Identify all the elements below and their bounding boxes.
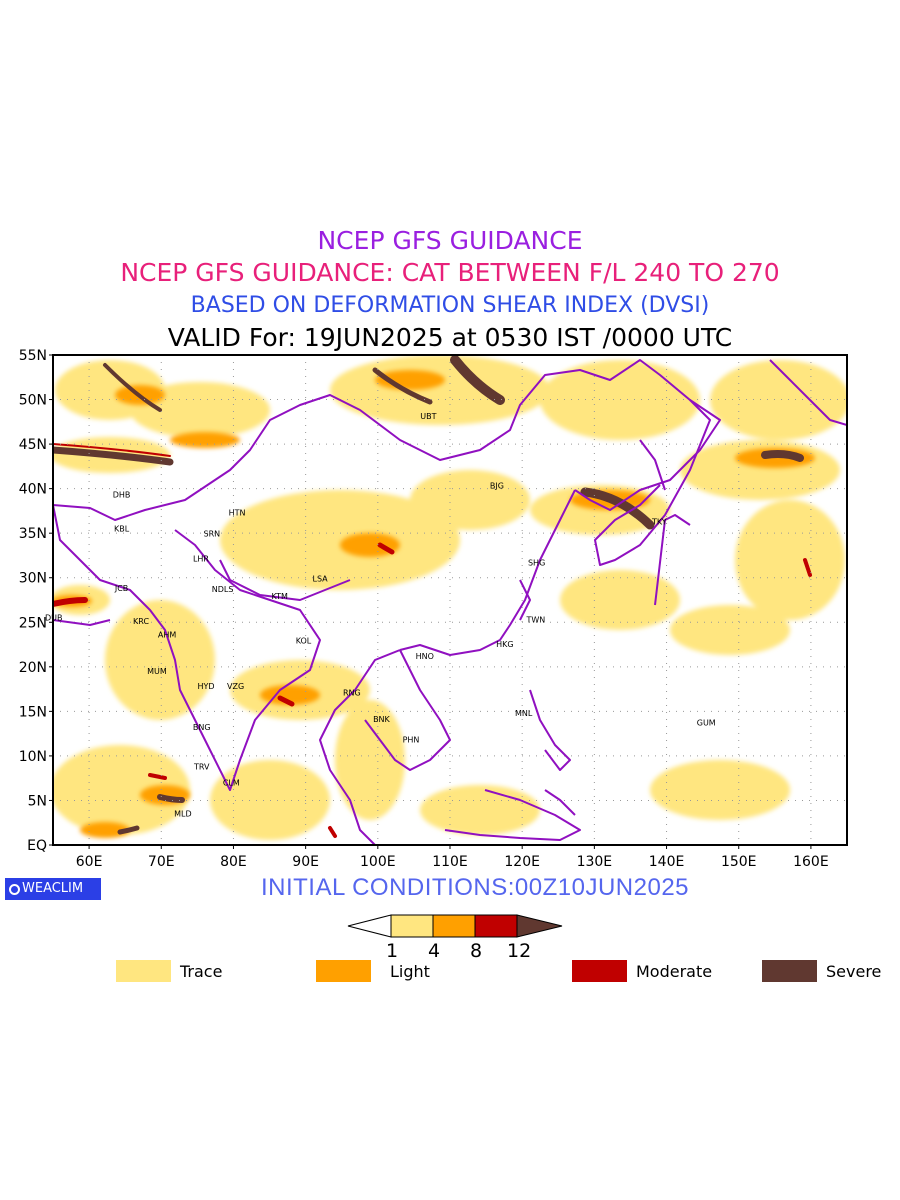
colorbar-tick-1: 1 <box>386 940 399 962</box>
moderate-severe-streaks <box>53 355 812 838</box>
country-boundaries <box>53 359 847 845</box>
lat-lon-grid <box>53 355 847 845</box>
lon-tick-label: 90E <box>292 854 319 870</box>
title-line-1: NCEP GFS GUIDANCE <box>317 226 583 255</box>
station-label-trv: TRV <box>193 762 210 771</box>
station-label-jcb: JCB <box>114 584 128 593</box>
lon-tick-label: 160E <box>793 854 829 870</box>
station-label-mum: MUM <box>147 667 167 676</box>
station-label-mnl: MNL <box>515 709 533 718</box>
legend-moderate-swatch <box>572 960 627 982</box>
station-label-srn: SRN <box>203 530 220 539</box>
station-label-rng: RNG <box>343 688 361 697</box>
lat-tick-label: 35N <box>19 526 47 542</box>
light-areas <box>53 370 815 838</box>
station-label-bjg: BJG <box>490 482 504 491</box>
station-label-hyd: HYD <box>197 682 214 691</box>
title-line-2: NCEP GFS GUIDANCE: CAT BETWEEN F/L 240 T… <box>120 258 780 287</box>
copyright-icon <box>9 884 20 895</box>
station-label-bng: BNG <box>193 723 211 732</box>
station-label-ahm: AHM <box>158 630 176 639</box>
legend-trace-swatch <box>116 960 171 982</box>
station-label-dub: DUB <box>45 613 63 622</box>
legend-severe-label: Severe <box>826 962 882 981</box>
lon-tick-label: 100E <box>360 854 396 870</box>
station-label-ktm: KTM <box>271 592 288 601</box>
lon-tick-label: 140E <box>649 854 685 870</box>
station-label-krc: KRC <box>133 617 149 626</box>
axis-labels: 55N 50N 45N 40N 35N 30N 25N 20N 15N 10N 5N EQ 60E 70E… <box>19 348 829 870</box>
initial-conditions: INITIAL CONDITIONS:00Z10JUN2025 <box>260 874 690 901</box>
lat-tick-label: 20N <box>19 660 47 676</box>
lon-tick-label: 150E <box>721 854 757 870</box>
lat-tick-label: 55N <box>19 348 47 364</box>
colorbar-tick-4: 4 <box>428 940 441 962</box>
station-label-tky: TKY <box>651 517 667 526</box>
lat-tick-label: 50N <box>19 393 47 409</box>
station-label-vzg: VZG <box>227 682 244 691</box>
lat-tick-label: 30N <box>19 571 47 587</box>
station-label-shg: SHG <box>528 558 545 567</box>
colorbar-tick-12: 12 <box>507 940 532 962</box>
lat-tick-label: 45N <box>19 437 47 453</box>
colorbar-trace <box>390 914 434 938</box>
station-label-hno: HNO <box>416 652 434 661</box>
station-label-kbl: KBL <box>114 524 130 533</box>
colorbar-light <box>432 914 476 938</box>
station-label-ndls: NDLS <box>212 585 234 594</box>
station-label-twn: TWN <box>526 615 546 624</box>
station-label-bnk: BNK <box>373 715 390 724</box>
station-label-phn: PHN <box>403 736 420 745</box>
station-label-hkg: HKG <box>496 640 513 649</box>
lon-tick-label: 120E <box>504 854 540 870</box>
legend-light-label: Light <box>390 962 430 981</box>
lon-tick-label: 70E <box>148 854 175 870</box>
lat-tick-label: 15N <box>19 704 47 720</box>
lon-tick-label: 80E <box>220 854 247 870</box>
lat-tick-label: 10N <box>19 749 47 765</box>
station-label-dhb: DHB <box>113 491 131 500</box>
station-label-gum: GUM <box>697 719 716 728</box>
station-label-lhr: LHR <box>193 555 209 564</box>
legend-severe-swatch <box>762 960 817 982</box>
lon-tick-label: 110E <box>432 854 468 870</box>
legend-moderate-label: Moderate <box>636 962 713 981</box>
station-label-htn: HTN <box>229 508 246 517</box>
station-label-lsa: LSA <box>312 574 328 583</box>
lat-tick-label: EQ <box>27 838 47 854</box>
legend-trace-label: Trace <box>180 962 223 981</box>
turbulence-shading <box>53 355 847 840</box>
lat-tick-label: 25N <box>19 615 47 631</box>
colorbar-moderate <box>474 914 518 938</box>
valid-time-title: VALID For: 19JUN2025 at 0530 IST /0000 U… <box>167 323 733 352</box>
colorbar <box>347 914 563 938</box>
station-label-mld: MLD <box>174 809 192 818</box>
legend-light-swatch <box>316 960 371 982</box>
lat-tick-label: 40N <box>19 482 47 498</box>
station-label-clm: CLM <box>223 778 240 787</box>
lat-tick-label: 5N <box>28 793 47 809</box>
trace-areas <box>53 355 847 840</box>
colorbar-lower-arrow <box>347 914 392 938</box>
colorbar-tick-8: 8 <box>470 940 483 962</box>
title-line-3: BASED ON DEFORMATION SHEAR INDEX (DVSI) <box>190 293 710 318</box>
station-labels: UBT BJG DHB HTN KBL SRN LHR TKY SHG LSA JCB NDLS KTM… <box>45 412 716 818</box>
weaclim-logo: WEACLIM <box>5 878 101 900</box>
lon-tick-label: 130E <box>577 854 613 870</box>
station-label-kol: KOL <box>296 637 312 646</box>
station-label-ubt: UBT <box>420 412 436 421</box>
colorbar-upper-arrow <box>516 914 563 938</box>
logo-text: WEACLIM <box>22 881 84 896</box>
lon-tick-label: 60E <box>76 854 103 870</box>
